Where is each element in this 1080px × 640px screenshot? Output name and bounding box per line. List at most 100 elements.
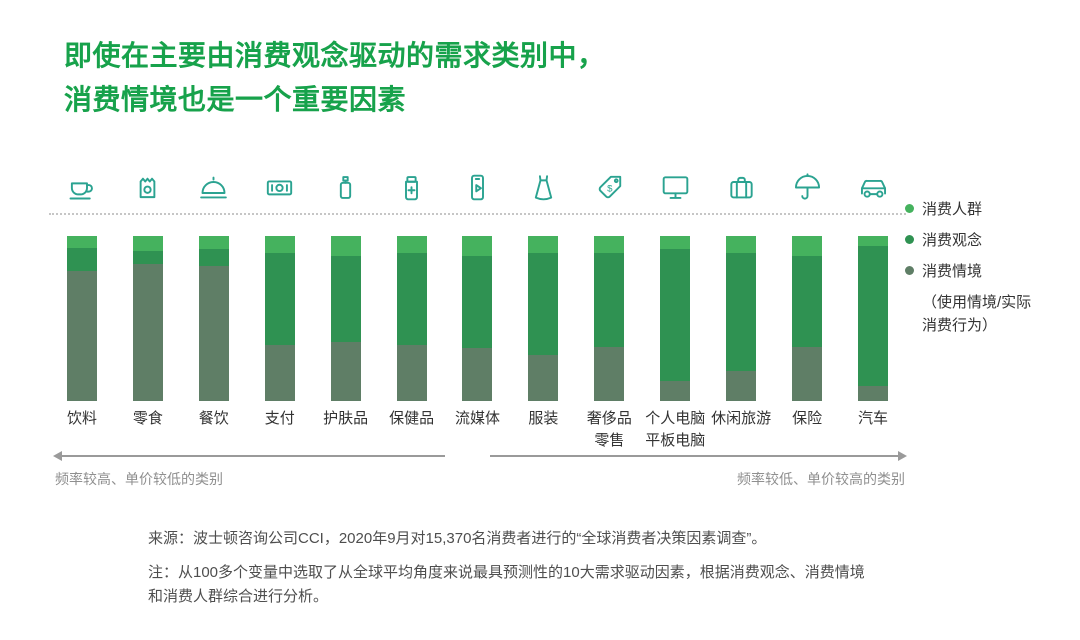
bar-column	[840, 236, 906, 401]
stacked-bar	[396, 236, 427, 401]
stacked-bar	[66, 236, 97, 401]
footer: 来源：波士顿咨询公司CCI，2020年9月对15,370名消费者进行的“全球消费…	[148, 528, 948, 609]
legend-item: 消费观念	[905, 229, 1031, 250]
left-arrow	[53, 451, 445, 461]
bar-segment-context	[198, 265, 229, 401]
bar-segment-attitude	[528, 252, 559, 355]
dress-icon	[510, 166, 576, 204]
bar-segment-attitude	[66, 247, 97, 271]
bar-segment-attitude	[198, 249, 229, 266]
chart-title-line1: 即使在主要由消费观念驱动的需求类别中，	[64, 40, 606, 71]
medicine-bottle-icon	[379, 166, 445, 204]
snack-bag-icon	[115, 166, 181, 204]
chart-plot: $ 饮料 零食 餐饮 支付 护肤品 保健品 流媒体 服装 奢侈品 零售 个人电脑 平板电脑 休闲旅游…	[49, 166, 906, 452]
bar-segment-people	[396, 236, 427, 253]
legend: 消费人群 消费观念 消费情境 （使用情境/实际 消费行为）	[905, 198, 1031, 338]
category-label: 保险	[792, 410, 823, 427]
bar-segment-attitude	[462, 255, 493, 349]
bar-column	[115, 236, 181, 401]
legend-subline: 消费行为）	[922, 317, 998, 335]
right-axis-note: 频率较低、单价较高的类别	[737, 471, 905, 487]
umbrella-icon	[774, 166, 840, 204]
right-arrow	[490, 451, 907, 461]
stacked-bar	[462, 236, 493, 401]
stacked-bar	[726, 236, 757, 401]
spray-bottle-icon	[313, 166, 379, 204]
legend-label: 消费观念	[922, 232, 983, 249]
category-label: 餐饮	[198, 410, 229, 427]
monitor-icon	[642, 166, 708, 204]
bar-segment-context	[594, 346, 625, 401]
bar-segment-people	[528, 236, 559, 253]
bar-segment-people	[660, 236, 691, 250]
category-label: 汽车	[858, 410, 889, 427]
category-label: 服装	[528, 410, 559, 427]
bar-segment-attitude	[792, 255, 823, 347]
bar-column	[379, 236, 445, 401]
stacked-bar	[528, 236, 559, 401]
category-icons-row: $	[49, 166, 906, 204]
bar-segment-attitude	[726, 252, 757, 372]
bar-segment-context	[660, 381, 691, 401]
bar-segment-people	[264, 236, 295, 253]
stacked-bar	[132, 236, 163, 401]
chart-title-line2: 消费情境也是一个重要因素	[64, 84, 407, 116]
bar-segment-context	[528, 354, 559, 401]
bar-column	[576, 236, 642, 401]
bar-column	[510, 236, 576, 401]
bar-segment-context	[132, 264, 163, 401]
legend-item: 消费情境	[905, 260, 1031, 281]
bar-column	[445, 236, 511, 401]
stacked-bar	[330, 236, 361, 401]
bar-column	[708, 236, 774, 401]
bar-segment-context	[858, 386, 889, 401]
stacked-bar	[594, 236, 625, 401]
chart-title: 即使在主要由消费观念驱动的需求类别中， 消费情境也是一个重要因素	[64, 34, 606, 122]
bar-segment-context	[462, 348, 493, 401]
banknotes-icon	[247, 166, 313, 204]
price-tag-icon: $	[576, 166, 642, 204]
stacked-bar	[660, 236, 691, 401]
bar-column	[181, 236, 247, 401]
legend-dot	[905, 204, 914, 213]
svg-text:$: $	[607, 183, 613, 194]
note-text: 注：从100多个变量中选取了从全球平均角度来说最具预测性的10大需求驱动因素，根…	[148, 563, 865, 605]
category-label: 保健品	[389, 410, 435, 427]
bar-segment-attitude	[594, 252, 625, 347]
category-label: 零食	[132, 410, 163, 427]
bar-segment-attitude	[132, 250, 163, 265]
stacked-bars-row	[49, 236, 906, 401]
category-label: 支付	[264, 410, 295, 427]
category-label: 护肤品	[323, 410, 369, 427]
legend-dot	[905, 235, 914, 244]
left-axis-note: 频率较高、单价较低的类别	[55, 471, 223, 487]
bar-segment-context	[66, 270, 97, 401]
bar-segment-context	[396, 344, 427, 401]
stacked-bar	[858, 236, 889, 401]
legend-dot	[905, 266, 914, 275]
stacked-bar	[264, 236, 295, 401]
bar-segment-people	[726, 236, 757, 253]
suitcase-icon	[708, 166, 774, 204]
category-label: 个人电脑 平板电脑	[645, 410, 706, 449]
bar-segment-people	[330, 236, 361, 256]
category-label: 流媒体	[454, 410, 500, 427]
bar-segment-context	[330, 341, 361, 401]
car-icon	[840, 166, 906, 204]
bar-segment-people	[462, 236, 493, 256]
legend-label: 消费情境	[922, 263, 983, 280]
category-label: 奢侈品 零售	[586, 410, 632, 449]
stacked-bar	[198, 236, 229, 401]
bar-segment-attitude	[396, 252, 427, 345]
coffee-cup-icon	[49, 166, 115, 204]
bar-column	[774, 236, 840, 401]
legend-item: 消费人群	[905, 198, 1031, 219]
bar-segment-attitude	[858, 245, 889, 387]
bar-segment-context	[726, 371, 757, 401]
axis-annotation-zone: 频率较高、单价较低的类别 频率较低、单价较高的类别	[53, 451, 907, 494]
category-label: 休闲旅游	[711, 410, 772, 427]
legend-label: 消费人群	[922, 201, 983, 218]
phone-streaming-icon	[445, 166, 511, 204]
category-label: 饮料	[66, 410, 97, 427]
